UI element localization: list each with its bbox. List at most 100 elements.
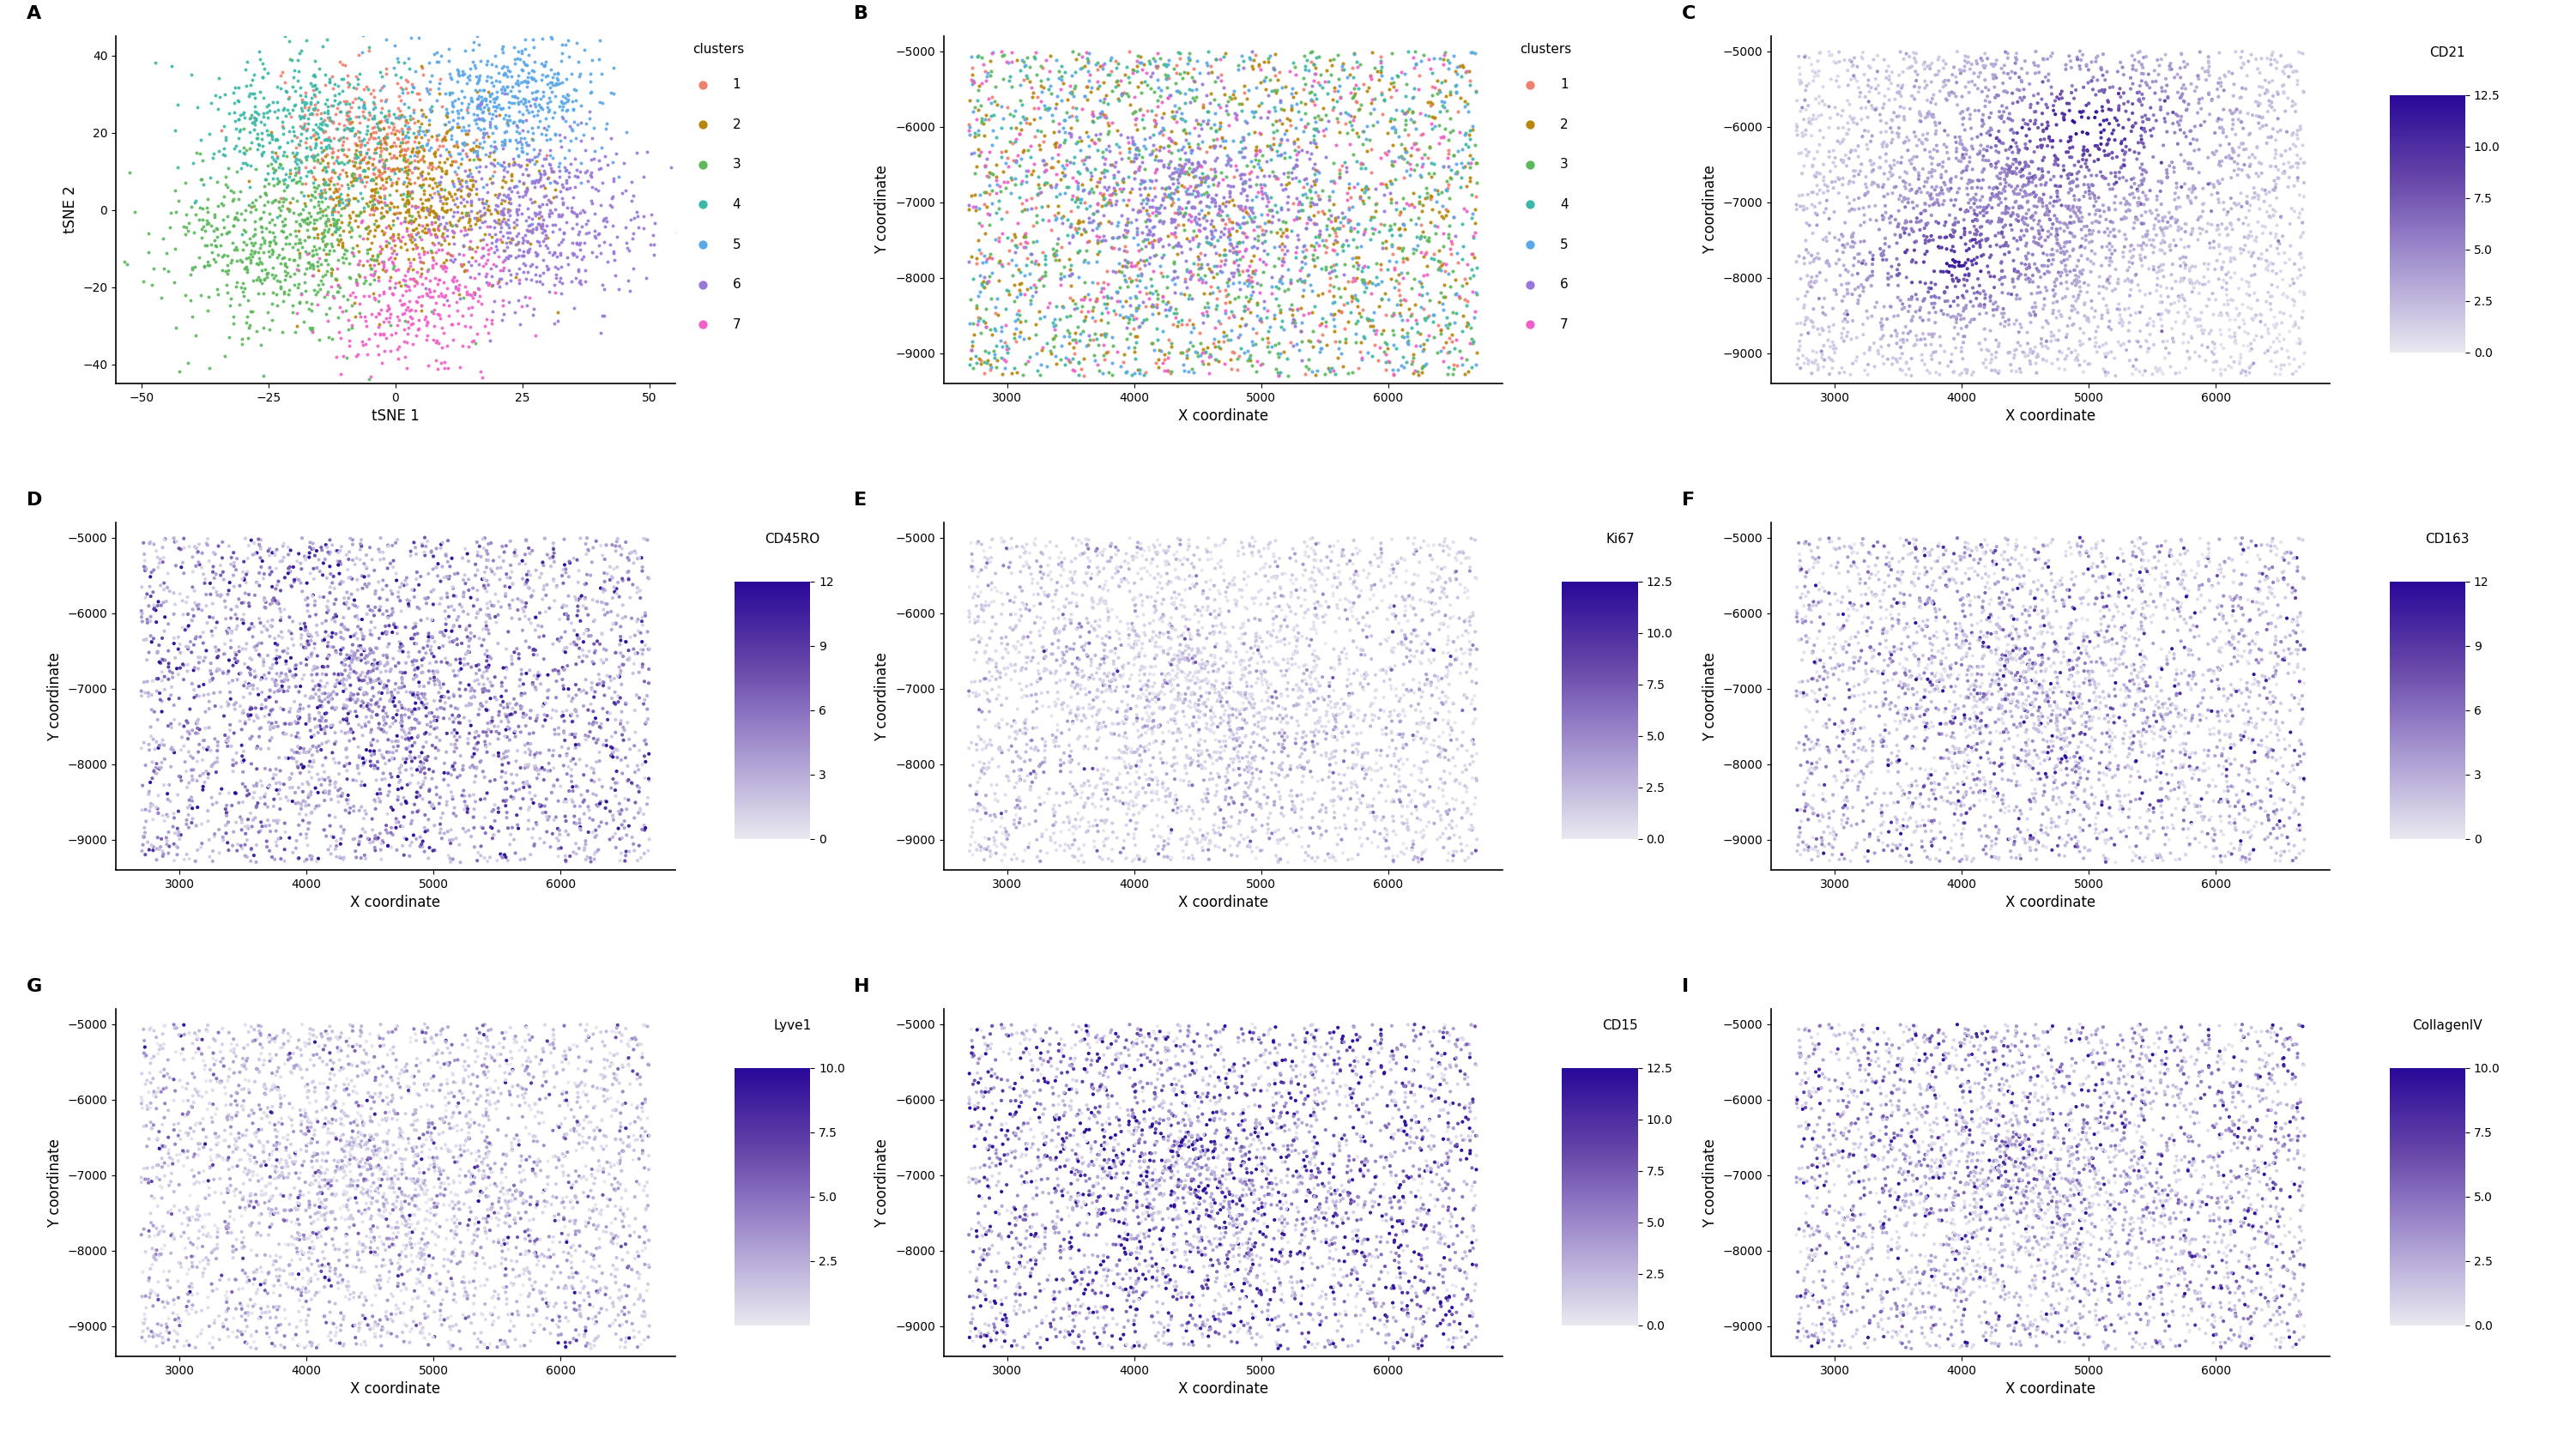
Point [523,795,564,818]
Point [1904,1260,1945,1283]
Point [198,139,240,162]
Point [386,773,428,797]
Point [2050,657,2092,680]
Point [1216,102,1257,126]
Point [1350,65,1391,88]
Point [1252,1248,1293,1271]
Point [2115,329,2156,352]
Point [433,225,474,248]
Point [1170,771,1211,794]
Point [2210,1185,2251,1208]
Point [245,229,286,253]
Point [1417,1156,1458,1179]
Point [1141,266,1182,289]
Point [979,684,1020,707]
Point [415,1117,456,1140]
Point [484,843,526,866]
Point [240,535,281,558]
Point [322,300,363,323]
Point [2136,208,2177,231]
Point [1236,1333,1278,1356]
Point [582,670,623,693]
Point [1139,1108,1180,1131]
Point [971,733,1012,756]
Point [1932,1242,1973,1266]
Point [603,645,644,668]
Point [1785,144,1826,167]
Point [1911,203,1953,227]
Point [237,1307,278,1330]
Point [1986,717,2027,740]
Point [180,1111,222,1134]
Point [381,1205,422,1228]
Point [1855,1069,1896,1092]
Point [1193,722,1234,745]
Point [2254,48,2295,71]
Point [335,1186,376,1209]
Point [278,69,319,92]
Point [2210,1297,2251,1320]
Point [1043,811,1084,834]
Point [1414,1079,1455,1102]
Point [1200,208,1242,231]
Point [2063,625,2105,648]
Point [526,1190,567,1214]
Point [2159,195,2200,218]
Point [1280,835,1321,859]
Point [623,766,665,789]
Point [1803,1066,1844,1089]
Point [322,219,363,242]
Point [489,593,531,616]
Point [1309,753,1350,776]
Point [554,633,595,657]
Point [562,1270,603,1293]
Point [2007,62,2048,85]
Point [201,584,242,608]
Point [963,310,1005,333]
Point [2099,1271,2141,1294]
Point [1906,1095,1947,1118]
Point [113,201,155,224]
Point [461,788,502,811]
Point [603,1079,644,1102]
Point [1283,1242,1324,1266]
Point [1891,1192,1932,1215]
Point [1886,664,1927,687]
Point [1798,247,1839,270]
Point [1922,179,1963,202]
Point [1224,49,1265,72]
Point [958,306,999,329]
Point [544,1277,585,1300]
Point [2151,1237,2192,1260]
Point [188,1315,229,1338]
Point [2115,693,2156,716]
Point [1927,238,1968,261]
Point [366,1146,407,1169]
Point [2050,126,2092,149]
Point [1824,144,1865,167]
Point [1417,179,1458,202]
Point [386,81,428,104]
Point [335,589,376,612]
Point [2202,1229,2244,1253]
Point [1976,156,2017,179]
Point [319,671,361,694]
Point [1945,1115,1986,1139]
Point [2236,1063,2277,1087]
Point [1955,189,1996,212]
Point [1381,61,1422,84]
Point [1340,1026,1381,1049]
Point [343,209,384,232]
Point [283,740,325,763]
Point [299,182,340,205]
Point [286,242,327,266]
Point [2120,1163,2161,1186]
Point [569,720,611,743]
Point [1115,593,1157,616]
Point [451,586,492,609]
Point [1123,364,1164,387]
Point [502,1053,544,1076]
Point [2027,95,2069,118]
Point [613,221,654,244]
Point [1981,107,2022,130]
